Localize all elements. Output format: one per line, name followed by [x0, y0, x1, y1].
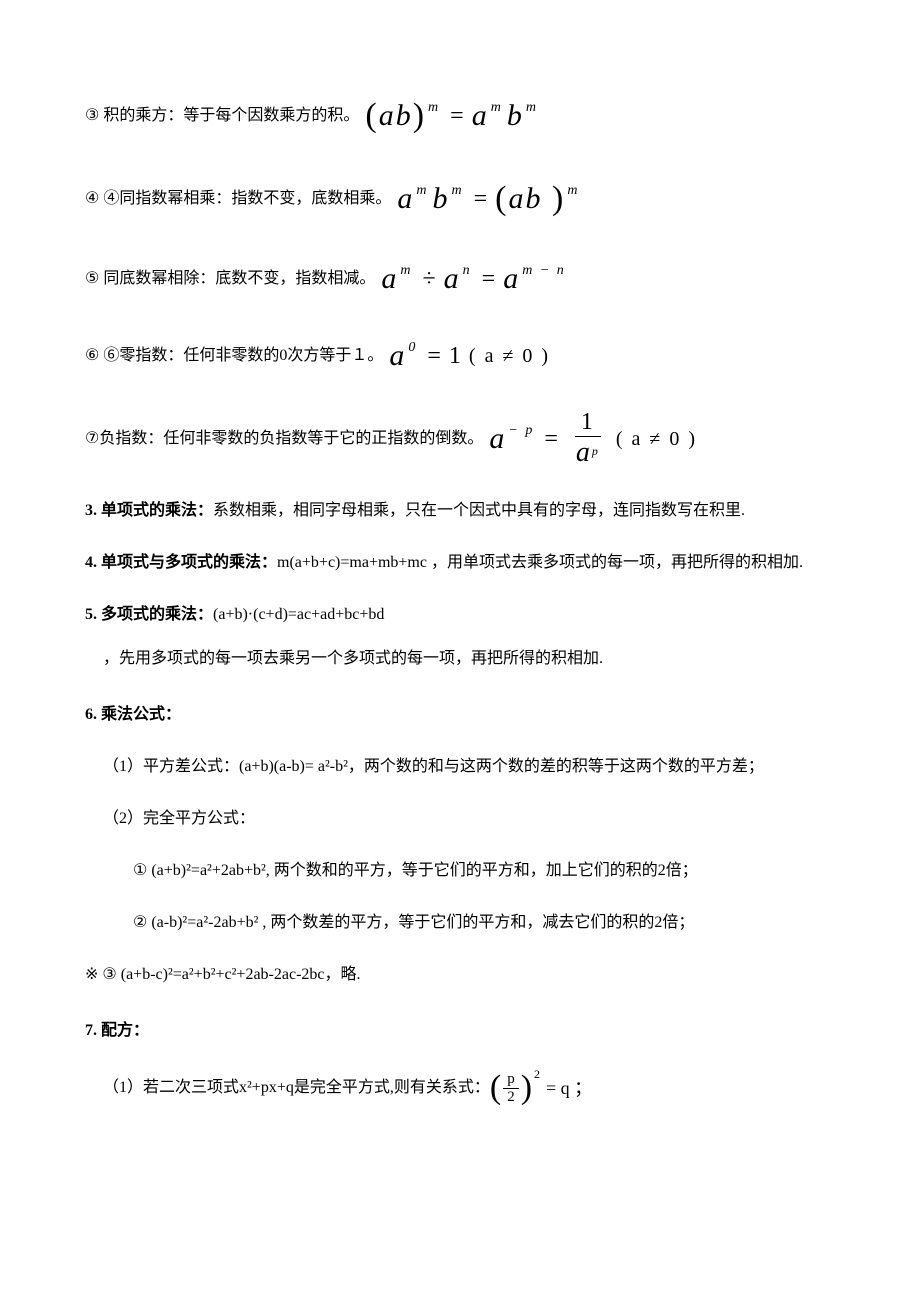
text: （1）平方差公式：(a+b)(a-b)= a²-b²，两个数的和与这两个数的差的…: [103, 755, 764, 779]
text: ※ ③ (a+b-c)²=a²+b²+c²+2ab-2ac-2bc，略.: [85, 963, 361, 987]
formula-same-exponent: ambm = (ab )m: [397, 173, 583, 224]
num: 7.: [85, 1019, 97, 1043]
text: 等于每个因数乘方的积。: [183, 104, 359, 128]
item-6-mult-formulas: 6. 乘法公式：: [85, 703, 835, 727]
num: 5.: [85, 603, 97, 627]
text: （2）完全平方公式：: [103, 807, 255, 831]
marker: ⑥: [85, 344, 99, 368]
marker: ⑦: [85, 427, 99, 451]
condition: ( a ≠ 0 ): [469, 341, 550, 371]
label: 单项式与多项式的乘法：: [101, 551, 277, 575]
item-5-poly-mult: 5. 多项式的乘法： (a+b)·(c+d)=ac+ad+bc+bd: [85, 603, 835, 627]
item-6-sub2b: ② (a-b)²=a²-2ab+b² , 两个数差的平方，等于它们的平方和，减去…: [85, 911, 835, 935]
marker: ⑤: [85, 267, 99, 291]
text: 指数不变，底数相乘。: [231, 187, 391, 211]
item-6-sub1: （1）平方差公式：(a+b)(a-b)= a²-b²，两个数的和与这两个数的差的…: [85, 755, 835, 779]
num: 6.: [85, 703, 97, 727]
formula-p-over-2-squared: ( p 2 ) 2: [490, 1071, 540, 1105]
text: 用单项式去乘多项式的每一项，再把所得的积相加.: [447, 551, 803, 575]
label: 单项式的乘法：: [101, 499, 213, 523]
item-3-monomial-mult: 3. 单项式的乘法： 系数相乘，相同字母相乘，只在一个因式中具有的字母，连同指数…: [85, 499, 835, 523]
num: 4.: [85, 551, 97, 575]
label: ④同指数幂相乘：: [103, 187, 231, 211]
marker: ③: [85, 104, 99, 128]
label: 多项式的乘法：: [101, 603, 213, 627]
item-5-cont: ，先用多项式的每一项去乘另一个多项式的每一项，再把所得的积相加.: [85, 647, 835, 671]
formula-divide: am ÷ an = am − n: [381, 256, 569, 301]
formula-zero-exp: a0 = 1: [389, 333, 463, 378]
label: 乘法公式：: [101, 703, 181, 727]
text: （1）若二次三项式x²+px+q是完全平方式,则有关系式：: [103, 1076, 490, 1100]
item-7-sub1: （1）若二次三项式x²+px+q是完全平方式,则有关系式： ( p 2 ) 2 …: [85, 1071, 835, 1105]
tail: = q ；: [546, 1075, 592, 1102]
rule-4-same-exponent: ④ ④同指数幂相乘： 指数不变，底数相乘。 ambm = (ab )m: [85, 173, 835, 224]
label: 同底数幂相除：: [103, 267, 215, 291]
rule-3-product-power: ③ 积的乘方： 等于每个因数乘方的积。 (ab)m = ambm: [85, 90, 835, 141]
frac-num: p: [503, 1072, 519, 1089]
rule-6-zero-exponent: ⑥ ⑥零指数： 任何非零数的0次方等于１。 a0 = 1 ( a ≠ 0 ): [85, 333, 835, 378]
formula: (a+b)·(c+d)=ac+ad+bc+bd: [213, 603, 384, 627]
text: ② (a-b)²=a²-2ab+b² , 两个数差的平方，等于它们的平方和，减去…: [133, 911, 694, 935]
item-6-sub2a: ① (a+b)²=a²+2ab+b², 两个数和的平方，等于它们的平方和，加上它…: [85, 859, 835, 883]
marker: ④: [85, 187, 99, 211]
formula: m(a+b+c)=ma+mb+mc ，: [277, 551, 447, 575]
label: 负指数：: [99, 427, 163, 451]
rule-5-same-base-divide: ⑤ 同底数幂相除： 底数不变，指数相减。 am ÷ an = am − n: [85, 256, 835, 301]
text: 任何非零数的负指数等于它的正指数的倒数。: [163, 427, 483, 451]
exponent: 2: [534, 1065, 540, 1083]
condition: ( a ≠ 0 ): [616, 424, 697, 454]
item-6-sub2c: ※ ③ (a+b-c)²=a²+b²+c²+2ab-2ac-2bc，略.: [85, 963, 835, 987]
label: 积的乘方：: [103, 104, 183, 128]
text: ① (a+b)²=a²+2ab+b², 两个数和的平方，等于它们的平方和，加上它…: [133, 859, 698, 883]
text: 任何非零数的0次方等于１。: [183, 344, 383, 368]
formula-product-power: (ab)m = ambm: [365, 90, 542, 141]
text: ，先用多项式的每一项去乘另一个多项式的每一项，再把所得的积相加.: [103, 647, 603, 671]
frac-den: 2: [503, 1089, 519, 1105]
item-4-mono-poly-mult: 4. 单项式与多项式的乘法： m(a+b+c)=ma+mb+mc ， 用单项式去…: [85, 551, 835, 575]
label: 配方：: [101, 1019, 149, 1043]
rule-7-negative-exponent: ⑦ 负指数： 任何非零数的负指数等于它的正指数的倒数。 a− p = 1 ap …: [85, 410, 835, 467]
item-7-completing-square: 7. 配方：: [85, 1019, 835, 1043]
formula-neg-exp: a− p = 1 ap: [489, 410, 610, 467]
num: 3.: [85, 499, 97, 523]
text: 系数相乘，相同字母相乘，只在一个因式中具有的字母，连同指数写在积里.: [213, 499, 745, 523]
label: ⑥零指数：: [103, 344, 183, 368]
item-6-sub2: （2）完全平方公式：: [85, 807, 835, 831]
text: 底数不变，指数相减。: [215, 267, 375, 291]
